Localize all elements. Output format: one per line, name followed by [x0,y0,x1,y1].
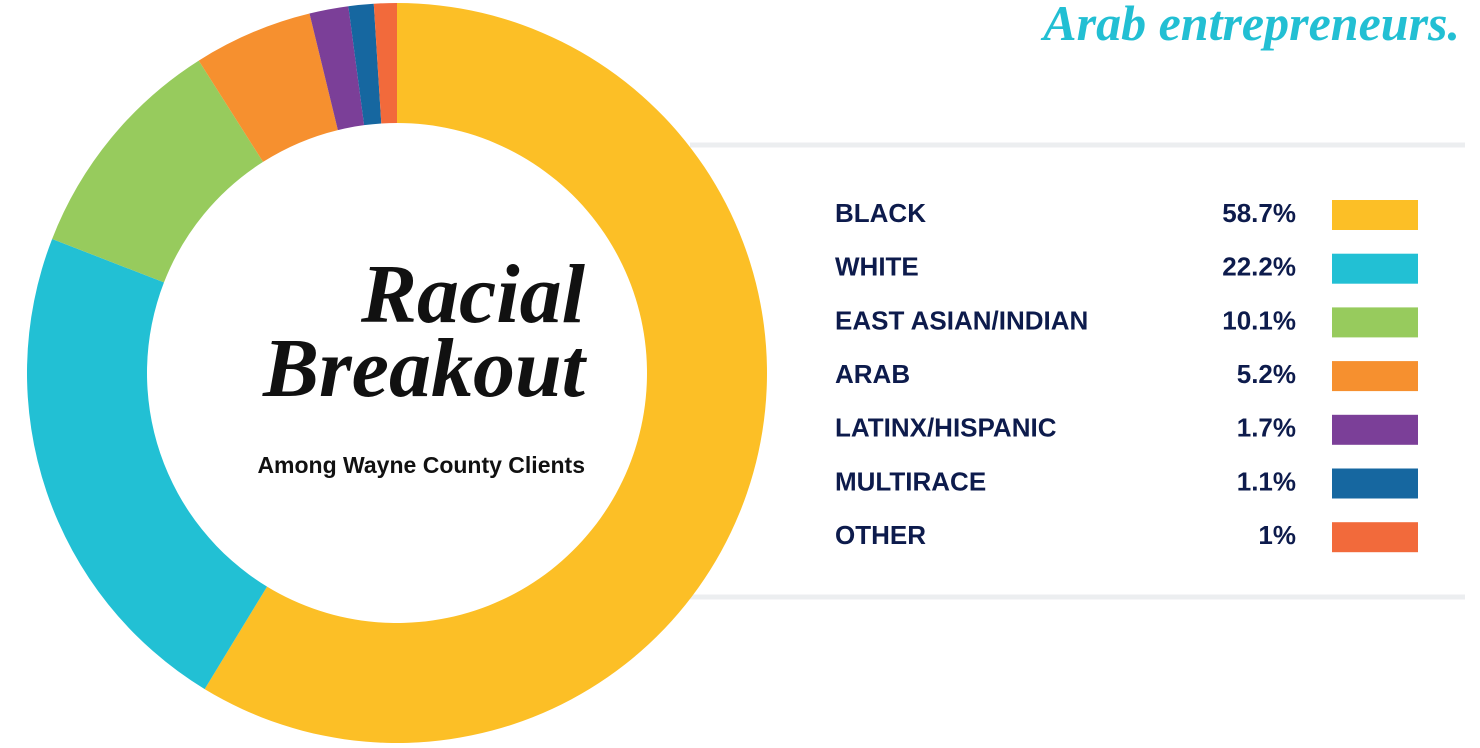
legend-value: 1.7% [1237,413,1296,443]
donut-segment [198,13,338,162]
donut-segment [52,60,264,283]
legend-value: 5.2% [1237,359,1296,389]
legend-label: MULTIRACE [835,466,986,496]
donut-segment [309,6,365,131]
legend-value: 58.7% [1222,198,1296,228]
legend-label: OTHER [835,520,926,550]
legend-swatch [1332,414,1418,445]
legend-value: 1% [1258,520,1296,550]
chart-subtitle: Among Wayne County Clients [257,452,585,478]
annotation: Arab entrepreneurs. [1043,0,1460,51]
legend-value: 22.2% [1222,252,1296,282]
legend-label: WHITE [835,252,919,282]
legend-label: BLACK [835,198,926,228]
legend-value: 10.1% [1222,305,1296,335]
legend-label: EAST ASIAN/INDIAN [835,305,1088,335]
chart-title: Racial Breakout [262,248,585,415]
legend-swatch [1332,361,1418,392]
legend-swatch [1332,200,1418,230]
legend-label: ARAB [835,359,910,389]
legend-swatch [1332,522,1418,553]
donut-segment [373,3,397,124]
legend-swatch [1332,468,1418,499]
donut-segment [26,238,268,690]
legend-swatch [1332,253,1418,284]
legend-label: LATINX/HISPANIC [835,413,1057,443]
donut-segment [348,3,382,126]
legend-value: 1.1% [1237,466,1296,496]
donut-segment [204,3,768,743]
legend-swatch [1332,307,1418,338]
